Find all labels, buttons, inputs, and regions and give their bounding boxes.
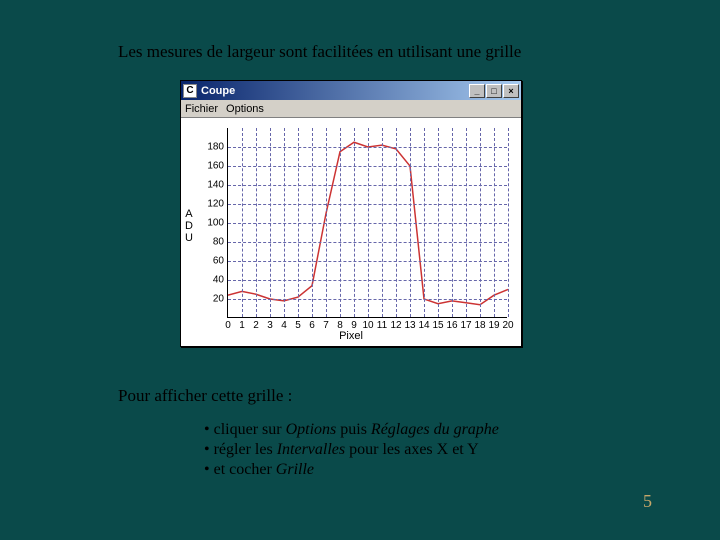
chart: 0123456789101112131415161718192020406080… xyxy=(227,128,507,318)
menubar: Fichier Options xyxy=(181,100,521,118)
list-item: • et cocher Grille xyxy=(204,460,499,480)
y-tick: 140 xyxy=(200,180,224,191)
y-tick: 20 xyxy=(200,294,224,305)
y-axis-label: ADU xyxy=(185,208,193,244)
window-title: Coupe xyxy=(201,85,235,97)
menu-fichier[interactable]: Fichier xyxy=(185,103,218,115)
bullet-list: • cliquer sur Options puis Réglages du g… xyxy=(204,420,499,480)
y-tick: 80 xyxy=(200,237,224,248)
titlebar: C Coupe _ □ × xyxy=(181,81,521,100)
list-item: • régler les Intervalles pour les axes X… xyxy=(204,440,499,460)
y-tick: 160 xyxy=(200,161,224,172)
y-tick: 40 xyxy=(200,275,224,286)
close-button[interactable]: × xyxy=(503,84,519,98)
menu-options[interactable]: Options xyxy=(226,103,264,115)
subtitle: Pour afficher cette grille : xyxy=(118,386,292,406)
minimize-button[interactable]: _ xyxy=(469,84,485,98)
y-tick: 120 xyxy=(200,199,224,210)
page-title: Les mesures de largeur sont facilitées e… xyxy=(118,42,521,62)
maximize-button[interactable]: □ xyxy=(486,84,502,98)
app-icon: C xyxy=(183,84,197,98)
y-tick: 100 xyxy=(200,218,224,229)
y-tick: 180 xyxy=(200,142,224,153)
client-area: ADU 012345678910111213141516171819202040… xyxy=(181,118,521,346)
y-tick: 60 xyxy=(200,256,224,267)
x-axis-label: Pixel xyxy=(181,330,521,342)
app-window: C Coupe _ □ × Fichier Options ADU 012345… xyxy=(180,80,522,347)
list-item: • cliquer sur Options puis Réglages du g… xyxy=(204,420,499,440)
page-number: 5 xyxy=(643,491,652,512)
plot-area: 0123456789101112131415161718192020406080… xyxy=(227,128,507,318)
